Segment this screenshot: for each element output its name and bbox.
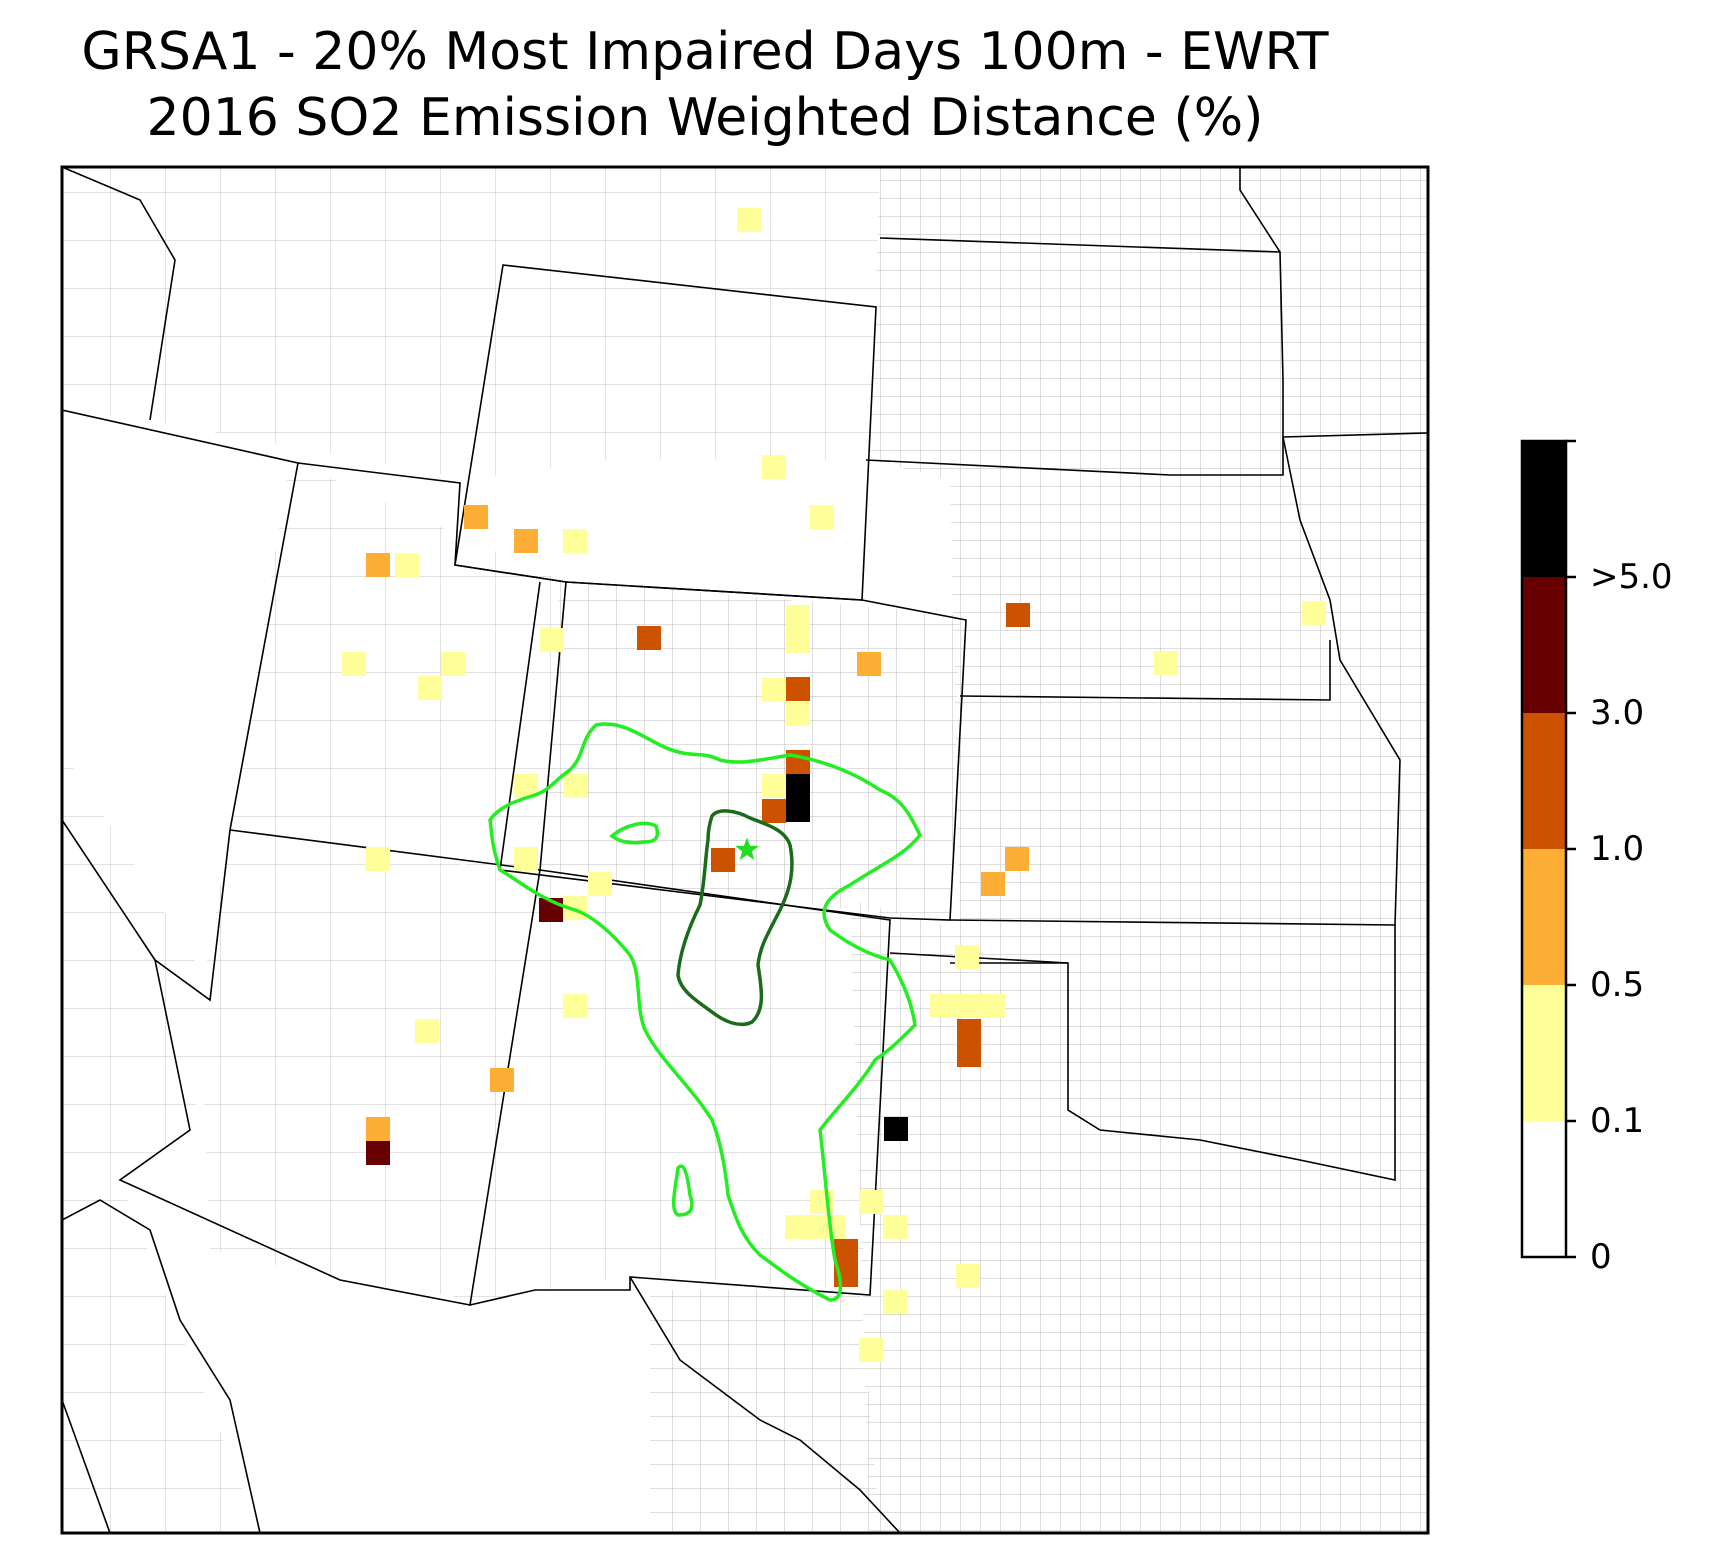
cell-light-yellow [786,702,810,726]
map-title-line1: GRSA1 - 20% Most Impaired Days 100m - EW… [81,22,1329,82]
cell-light-yellow [762,455,786,479]
cell-orange [366,1117,390,1141]
colorbar-label-3-0: 3.0 [1590,693,1645,733]
cell-light-yellow [514,847,538,871]
cell-orange [857,652,881,676]
cell-orange [490,1068,514,1092]
cell-light-yellow [415,1019,439,1043]
cell-light-yellow [418,676,442,700]
cell-light-yellow [955,945,979,969]
cell-dark-orange [711,848,735,872]
cell-dark-orange [834,1239,858,1287]
cell-light-yellow [563,529,587,553]
cell-orange [1005,847,1029,871]
receptor-star-icon [735,837,759,861]
cell-light-yellow [762,774,786,798]
cell-light-yellow [859,1338,883,1362]
colorbar-label-0-5: 0.5 [1590,965,1645,1005]
cell-light-yellow [737,208,761,232]
cell-light-yellow [1302,601,1326,625]
map-title-line2: 2016 SO2 Emission Weighted Distance (%) [146,88,1264,148]
cell-light-yellow [810,1190,834,1214]
map-area [62,167,1428,1533]
cell-orange [981,872,1005,896]
cell-dark-red [366,1141,390,1165]
outer-contour [488,722,923,1302]
outer-contour-small-south [671,1164,694,1217]
cell-light-yellow [859,1190,883,1214]
cell-black [884,1117,908,1141]
cell-dark-orange [762,799,786,823]
cell-light-yellow [810,505,834,529]
cell-black [786,774,810,822]
cell-light-yellow [366,847,390,871]
cell-orange [514,529,538,553]
cell-light-yellow [883,1290,907,1314]
cell-light-yellow [786,605,810,653]
cell-light-yellow [956,1264,980,1288]
colorbar [1520,439,1576,1259]
state-boundaries [62,167,1428,1533]
emission-cells [342,208,1326,1362]
cell-light-yellow [441,652,465,676]
county-boundaries [62,167,1428,1533]
cell-orange [464,505,488,529]
colorbar-label-5-0: >5.0 [1590,557,1673,597]
cell-dark-orange [637,626,661,650]
cell-light-yellow [883,1215,907,1239]
cell-light-yellow [1154,651,1178,675]
contours [488,722,923,1302]
cell-orange [366,553,390,577]
cell-light-yellow [342,652,366,676]
colorbar-label-0-1: 0.1 [1590,1101,1645,1141]
colorbar-label-0: 0 [1590,1237,1612,1277]
map-frame [60,165,1430,1535]
cell-light-yellow [395,553,419,577]
cell-light-yellow [540,628,564,652]
colorbar-label-1-0: 1.0 [1590,829,1645,869]
outer-contour-small-west [609,821,660,845]
cell-light-yellow [563,994,587,1018]
inner-contour [676,809,794,1027]
cell-dark-orange [786,677,810,701]
cell-light-yellow [588,872,612,896]
cell-light-yellow [762,678,786,702]
cell-dark-orange [1006,603,1030,627]
cell-light-yellow [564,774,588,798]
cell-dark-orange [957,1019,981,1067]
cell-light-yellow [930,994,1005,1018]
cell-light-yellow [785,1215,845,1239]
